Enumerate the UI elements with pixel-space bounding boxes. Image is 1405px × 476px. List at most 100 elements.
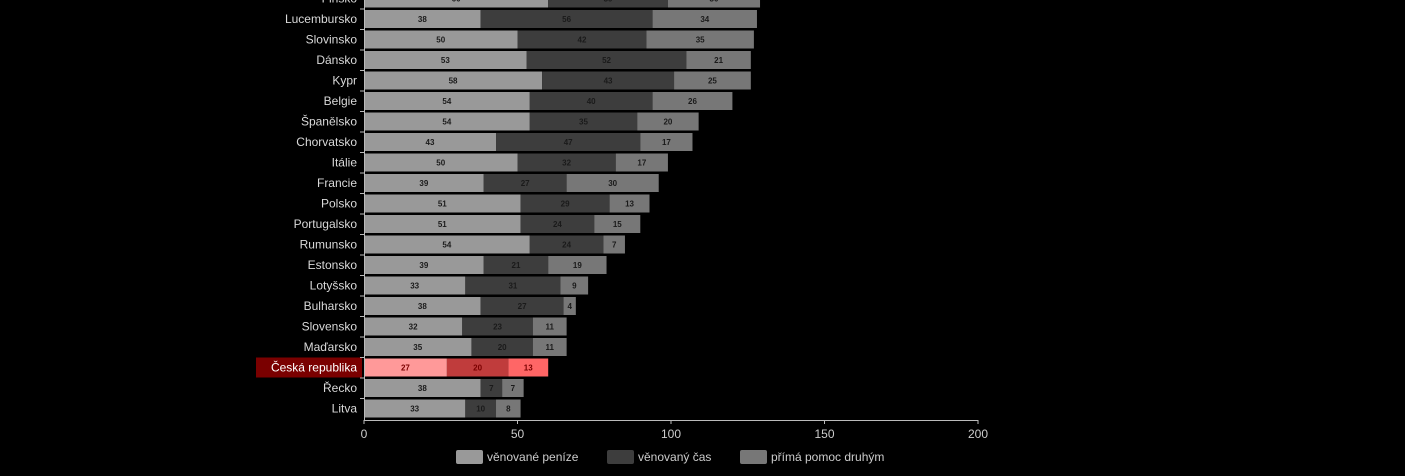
highlight-label-bg (256, 357, 362, 378)
bar-lotyssko-venovane-penize (364, 276, 466, 295)
bars-layer: Finsko 60 39 30 Lucembursko 38 56 34 Slovinsko 50… (256, 0, 761, 418)
bar-italie-venovane-penize (364, 153, 518, 172)
bar-litva-venovane-penize (364, 399, 466, 418)
value-label-belgie-prima-pomoc-druhym: 26 (688, 97, 697, 106)
bar-recko-prima-pomoc-druhym (502, 379, 524, 397)
bar-madarsko-venovane-penize (364, 338, 472, 356)
category-label-estonsko: Estonsko (308, 258, 358, 272)
category-label-bulharsko: Bulharsko (304, 299, 358, 313)
value-label-francie-venovany-cas: 27 (521, 179, 530, 188)
value-label-ceska-republika-venovany-cas: 20 (473, 364, 482, 373)
x-tick-label: 0 (361, 427, 368, 441)
x-tick-label: 50 (511, 427, 525, 441)
category-label-chorvatsko: Chorvatsko (296, 135, 357, 149)
category-label-slovensko: Slovensko (302, 320, 358, 334)
category-label-litva: Litva (332, 402, 358, 416)
value-label-finsko-venovany-cas: 39 (604, 0, 613, 4)
value-label-madarsko-venovane-penize: 35 (413, 343, 422, 352)
legend-swatch-venovany-cas (607, 450, 634, 464)
bar-bulharsko-prima-pomoc-druhym (563, 297, 576, 315)
value-label-portugalsko-venovane-penize: 51 (438, 220, 447, 229)
category-label-rumunsko: Rumunsko (300, 238, 358, 252)
category-label-francie: Francie (317, 176, 357, 190)
bar-kypr-prima-pomoc-druhym (674, 71, 751, 90)
category-label-recko: Řecko (323, 380, 357, 395)
category-label-slovinsko: Slovinsko (306, 33, 358, 47)
value-label-recko-venovany-cas: 7 (489, 384, 494, 393)
bar-francie-venovane-penize (364, 174, 484, 192)
value-label-italie-prima-pomoc-druhym: 17 (637, 159, 646, 168)
category-label-portugalsko: Portugalsko (294, 217, 358, 231)
value-label-lotyssko-venovany-cas: 31 (508, 282, 517, 291)
value-label-litva-venovane-penize: 33 (410, 405, 419, 414)
value-label-francie-prima-pomoc-druhym: 30 (608, 179, 617, 188)
value-label-madarsko-venovany-cas: 20 (498, 343, 507, 352)
category-label-lucembursko: Lucembursko (285, 12, 357, 26)
value-label-lotyssko-prima-pomoc-druhym: 9 (572, 282, 577, 291)
bar-portugalsko-venovany-cas (520, 215, 595, 233)
value-label-portugalsko-prima-pomoc-druhym: 15 (613, 220, 622, 229)
bar-francie-prima-pomoc-druhym (566, 174, 659, 192)
category-label-madarsko: Maďarsko (304, 340, 358, 354)
category-label-dansko: Dánsko (316, 53, 357, 67)
value-label-estonsko-prima-pomoc-druhym: 19 (573, 261, 582, 270)
value-label-portugalsko-venovany-cas: 24 (553, 220, 562, 229)
value-label-kypr-venovane-penize: 58 (449, 77, 458, 86)
bar-slovensko-venovany-cas (462, 317, 533, 336)
bar-francie-venovany-cas (483, 174, 567, 192)
bar-slovinsko-prima-pomoc-druhym (646, 30, 754, 49)
bar-belgie-venovany-cas (529, 92, 653, 110)
value-label-belgie-venovany-cas: 40 (587, 97, 596, 106)
legend-label-venovany-cas: věnovaný čas (638, 450, 711, 464)
value-label-dansko-venovane-penize: 53 (441, 56, 450, 65)
bar-slovinsko-venovany-cas (517, 30, 647, 49)
bar-slovinsko-venovane-penize (364, 30, 518, 49)
value-label-finsko-prima-pomoc-druhym: 30 (710, 0, 719, 4)
category-label-italie: Itálie (332, 156, 358, 170)
bar-dansko-prima-pomoc-druhym (686, 51, 751, 69)
value-label-polsko-venovane-penize: 51 (438, 200, 447, 209)
value-label-polsko-prima-pomoc-druhym: 13 (625, 200, 634, 209)
bar-ceska-republika-venovane-penize (364, 358, 447, 377)
bar-slovensko-venovane-penize (364, 317, 463, 336)
bar-finsko-venovane-penize (364, 0, 549, 8)
x-tick-label: 100 (661, 427, 681, 441)
category-label-polsko: Polsko (321, 197, 357, 211)
value-label-finsko-venovane-penize: 60 (452, 0, 461, 4)
bar-polsko-venovane-penize (364, 194, 521, 213)
category-label-spanelsko: Španělsko (301, 114, 357, 129)
value-label-ceska-republika-prima-pomoc-druhym: 13 (524, 364, 533, 373)
bar-kypr-venovany-cas (542, 71, 675, 90)
bar-chorvatsko-venovane-penize (364, 133, 497, 151)
bar-kypr-venovane-penize (364, 71, 543, 90)
legend-swatch-prima-pomoc-druhym (740, 450, 767, 464)
value-label-slovensko-venovane-penize: 32 (409, 323, 418, 332)
bar-belgie-prima-pomoc-druhym (652, 92, 733, 110)
value-label-spanelsko-venovany-cas: 35 (579, 118, 588, 127)
bar-lotyssko-prima-pomoc-druhym (560, 276, 589, 295)
bar-slovensko-prima-pomoc-druhym (532, 317, 567, 336)
x-tick-label: 150 (814, 427, 834, 441)
bar-italie-prima-pomoc-druhym (615, 153, 668, 172)
category-label-finsko: Finsko (322, 0, 358, 6)
value-label-madarsko-prima-pomoc-druhym: 11 (546, 343, 555, 352)
bar-ceska-republika-prima-pomoc-druhym (508, 358, 549, 377)
value-label-chorvatsko-venovane-penize: 43 (426, 138, 435, 147)
bar-lotyssko-venovany-cas (465, 276, 561, 295)
value-label-rumunsko-venovany-cas: 24 (562, 241, 571, 250)
bar-estonsko-venovany-cas (483, 256, 549, 274)
value-label-estonsko-venovane-penize: 39 (419, 261, 428, 270)
bar-polsko-prima-pomoc-druhym (609, 194, 650, 213)
value-label-bulharsko-venovany-cas: 27 (518, 302, 527, 311)
bar-belgie-venovane-penize (364, 92, 530, 110)
bar-litva-prima-pomoc-druhym (496, 399, 521, 418)
value-label-bulharsko-venovane-penize: 38 (418, 302, 427, 311)
value-label-lucembursko-prima-pomoc-druhym: 34 (700, 15, 709, 24)
bar-madarsko-prima-pomoc-druhym (532, 338, 567, 356)
value-label-rumunsko-prima-pomoc-druhym: 7 (612, 241, 617, 250)
value-label-chorvatsko-prima-pomoc-druhym: 17 (662, 138, 671, 147)
bar-recko-venovany-cas (480, 379, 503, 397)
value-label-spanelsko-venovane-penize: 54 (442, 118, 451, 127)
value-label-francie-venovane-penize: 39 (419, 179, 428, 188)
bar-lucembursko-prima-pomoc-druhym (652, 10, 757, 28)
